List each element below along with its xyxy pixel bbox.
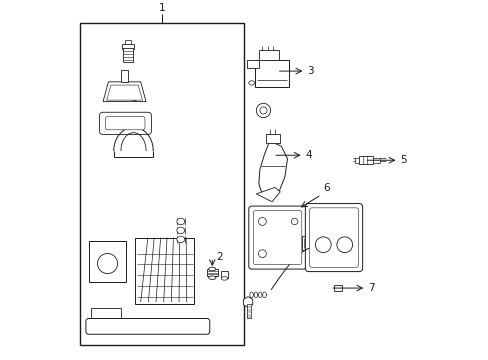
- Bar: [90, 308, 121, 319]
- Text: 1: 1: [159, 4, 165, 13]
- FancyBboxPatch shape: [82, 201, 213, 328]
- Ellipse shape: [177, 227, 184, 234]
- Bar: [123, 48, 133, 62]
- Bar: [135, 238, 194, 304]
- Circle shape: [291, 218, 297, 225]
- FancyBboxPatch shape: [305, 203, 362, 271]
- Circle shape: [258, 250, 266, 258]
- Ellipse shape: [248, 81, 254, 85]
- Circle shape: [336, 237, 352, 253]
- FancyBboxPatch shape: [86, 319, 209, 334]
- FancyBboxPatch shape: [248, 206, 306, 269]
- Bar: [354, 158, 358, 163]
- Circle shape: [315, 237, 330, 253]
- Bar: [220, 270, 228, 278]
- Circle shape: [258, 217, 266, 225]
- Bar: [122, 44, 134, 49]
- Bar: [80, 23, 244, 345]
- Bar: [247, 60, 258, 68]
- Polygon shape: [256, 188, 280, 202]
- Bar: [131, 91, 134, 98]
- Bar: [125, 40, 131, 44]
- Polygon shape: [106, 85, 142, 100]
- Polygon shape: [258, 141, 287, 198]
- FancyBboxPatch shape: [99, 112, 151, 134]
- Bar: [358, 156, 373, 164]
- Polygon shape: [103, 82, 146, 102]
- Bar: [255, 60, 289, 87]
- Polygon shape: [243, 297, 252, 307]
- FancyBboxPatch shape: [253, 211, 301, 265]
- Bar: [206, 269, 217, 276]
- Ellipse shape: [177, 236, 184, 243]
- Bar: [258, 50, 278, 60]
- Ellipse shape: [208, 267, 215, 271]
- Circle shape: [259, 107, 266, 114]
- Text: 4: 4: [305, 150, 311, 160]
- Bar: [89, 241, 126, 282]
- Bar: [373, 158, 379, 163]
- FancyBboxPatch shape: [309, 208, 358, 267]
- Text: 5: 5: [399, 155, 406, 165]
- Ellipse shape: [208, 276, 215, 279]
- Text: 2: 2: [215, 252, 222, 262]
- Circle shape: [97, 253, 117, 274]
- Bar: [121, 70, 128, 82]
- Ellipse shape: [177, 218, 184, 225]
- FancyBboxPatch shape: [105, 117, 144, 130]
- Bar: [333, 285, 341, 291]
- Bar: [265, 134, 280, 143]
- Text: 3: 3: [306, 66, 313, 76]
- Text: 6: 6: [323, 183, 329, 193]
- Bar: [246, 304, 250, 318]
- FancyBboxPatch shape: [109, 123, 158, 162]
- Ellipse shape: [221, 276, 227, 280]
- Text: 7: 7: [367, 283, 374, 293]
- Bar: [301, 236, 310, 250]
- Circle shape: [256, 103, 270, 118]
